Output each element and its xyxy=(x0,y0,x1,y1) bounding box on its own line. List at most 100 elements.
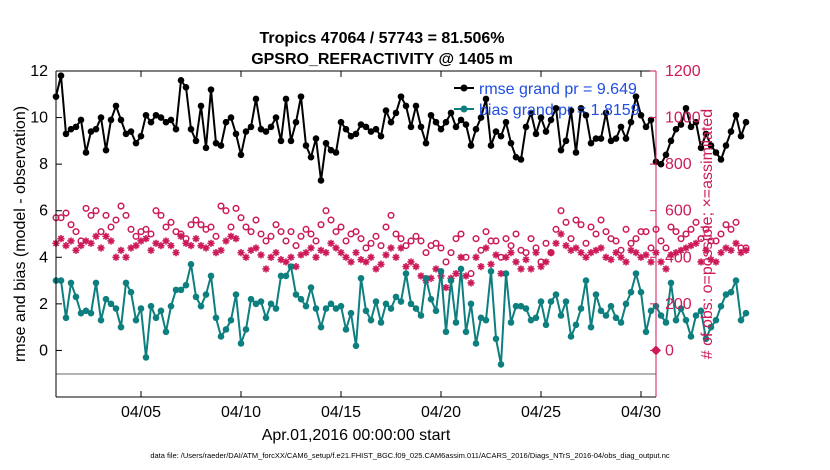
series-point xyxy=(127,288,135,296)
possible-point xyxy=(287,228,295,236)
series-point xyxy=(317,177,325,184)
axes xyxy=(55,70,657,398)
series-point xyxy=(672,316,680,324)
possible-point xyxy=(727,225,735,233)
assimilated-point xyxy=(202,244,210,252)
possible-point xyxy=(107,223,115,231)
assimilated-point xyxy=(352,249,360,257)
assimilated-point xyxy=(692,239,700,247)
y-tick-label: 0 xyxy=(39,342,48,359)
assimilated-point xyxy=(127,244,135,252)
assimilated-point xyxy=(532,249,540,257)
series-point xyxy=(197,102,205,110)
series-point xyxy=(567,107,575,114)
series-point xyxy=(337,302,345,310)
assimilated-point xyxy=(122,253,130,261)
possible-point xyxy=(477,246,485,254)
series-point xyxy=(162,328,170,336)
series-point xyxy=(622,300,630,308)
assimilated-point xyxy=(97,244,105,252)
possible-point xyxy=(232,204,240,212)
series-point xyxy=(392,293,400,301)
assimilated-point xyxy=(297,251,305,259)
possible-point xyxy=(582,239,590,247)
assimilated-point xyxy=(372,265,380,273)
possible-point xyxy=(352,228,360,236)
possible-point xyxy=(277,228,285,236)
series-point xyxy=(377,132,385,140)
y-tick-label: 4 xyxy=(39,249,48,266)
series-point xyxy=(547,298,555,305)
series-point xyxy=(232,130,240,138)
possible-point xyxy=(57,214,65,222)
possible-point xyxy=(362,244,370,252)
series-point xyxy=(77,116,85,124)
series-point xyxy=(742,118,750,126)
series-point xyxy=(577,104,585,112)
assimilated-point xyxy=(512,258,520,266)
assimilated-point xyxy=(727,246,735,254)
series-point xyxy=(107,300,115,308)
possible-point xyxy=(177,230,185,238)
assimilated-point xyxy=(362,258,370,266)
possible-point xyxy=(577,221,585,229)
y-tick-label-right: 0 xyxy=(665,342,674,359)
series-point xyxy=(362,123,370,131)
series-point xyxy=(662,151,670,159)
series-point xyxy=(322,305,330,312)
assimilated-point xyxy=(542,258,550,266)
assimilated-point xyxy=(482,244,490,252)
series-point xyxy=(162,118,170,126)
possible-point xyxy=(222,207,230,215)
series-point xyxy=(547,116,555,124)
series-point xyxy=(592,135,600,142)
assimilated-point xyxy=(62,242,70,250)
series-point xyxy=(282,95,290,103)
possible-point xyxy=(472,235,480,243)
assimilated-point xyxy=(627,246,635,254)
assimilated-point xyxy=(222,237,230,245)
possible-point xyxy=(407,237,415,245)
assimilated-point xyxy=(197,242,205,250)
series-point xyxy=(57,277,65,284)
assimilated-point xyxy=(632,249,640,257)
series-point xyxy=(487,267,495,275)
series-point xyxy=(327,146,335,154)
series-point xyxy=(657,312,665,319)
possible-point xyxy=(592,230,600,238)
series-point xyxy=(462,121,470,128)
series-point xyxy=(367,128,375,135)
series-point xyxy=(287,263,295,270)
series-point xyxy=(92,125,100,133)
series-point xyxy=(577,305,585,312)
possible-point xyxy=(262,237,270,245)
series-point xyxy=(152,111,160,119)
possible-point xyxy=(182,235,190,243)
possible-point xyxy=(612,237,620,245)
series-point xyxy=(657,160,665,168)
possible-point xyxy=(217,202,225,210)
series-point xyxy=(292,118,300,126)
series-point xyxy=(342,326,350,333)
possible-point xyxy=(317,221,325,229)
assimilated-point xyxy=(572,244,580,252)
series-point xyxy=(602,312,610,319)
assimilated-point xyxy=(612,249,620,257)
assimilated-point xyxy=(547,249,555,257)
assimilated-point xyxy=(682,244,690,252)
series-point xyxy=(197,302,205,310)
series-point xyxy=(97,316,105,324)
series-point xyxy=(697,307,705,315)
possible-point xyxy=(627,239,635,247)
possible-point xyxy=(72,228,80,236)
series-point xyxy=(357,274,365,282)
possible-point xyxy=(532,244,540,252)
assimilated-point xyxy=(107,237,115,245)
assimilated-point xyxy=(402,263,410,271)
y-tick-label-right: 800 xyxy=(665,156,692,173)
series-point xyxy=(417,312,425,319)
series-point xyxy=(332,305,340,312)
possible-point xyxy=(142,225,150,233)
data-file-footnote: data file: /Users/raeder/DAI/ATM_forcXX/… xyxy=(150,451,670,460)
